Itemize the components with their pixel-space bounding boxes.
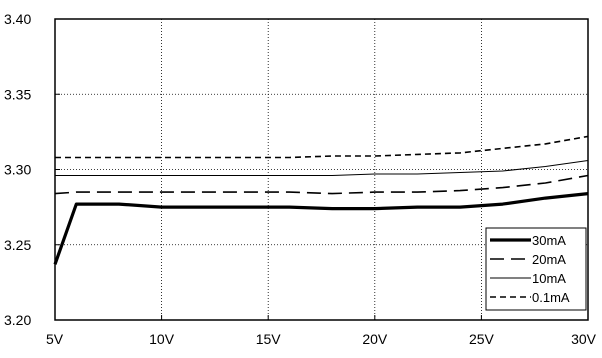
legend-label: 20mA xyxy=(532,252,566,267)
x-tick-label: 10V xyxy=(149,331,175,347)
legend-label: 0.1mA xyxy=(532,290,570,305)
x-tick-label: 5V xyxy=(46,331,64,347)
y-tick-label: 3.40 xyxy=(4,11,31,27)
y-tick-label: 3.20 xyxy=(4,312,31,328)
legend-label: 10mA xyxy=(532,271,566,286)
series-line-10mA xyxy=(55,159,589,177)
y-tick-label: 3.30 xyxy=(4,162,31,178)
x-tick-label: 25V xyxy=(469,331,495,347)
tick-labels: 5V 10V 15V 20V 25V 30V 3.20 3.25 3.30 3.35 3.40 xyxy=(4,11,597,347)
y-tick-label: 3.25 xyxy=(4,237,31,253)
legend-label: 30mA xyxy=(532,233,566,248)
series-line-0.1mA xyxy=(55,135,589,159)
x-tick-label: 15V xyxy=(256,331,282,347)
y-tick-label: 3.35 xyxy=(4,86,31,102)
series-lines xyxy=(53,135,589,265)
x-tick-label: 20V xyxy=(362,331,388,347)
x-tick-label: 30V xyxy=(571,331,597,347)
legend: 30mA 20mA 10mA 0.1mA xyxy=(485,227,587,311)
series-line-20mA xyxy=(54,174,589,195)
series-line-30mA xyxy=(53,192,589,265)
